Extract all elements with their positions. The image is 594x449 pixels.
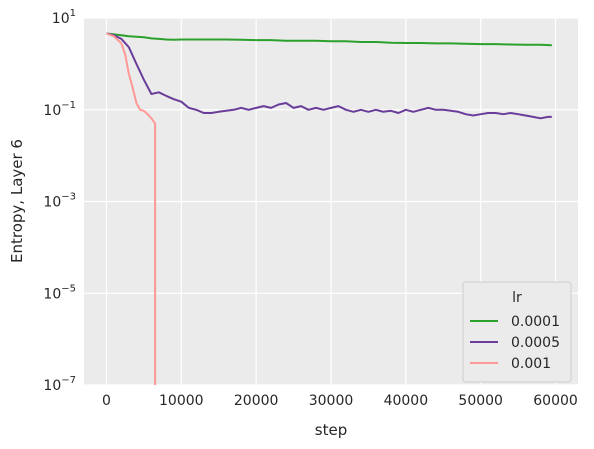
legend-label-2: 0.001 <box>511 356 551 372</box>
y-tick-label: 10−1 <box>43 100 76 119</box>
x-tick-label: 40000 <box>384 393 429 409</box>
x-tick-label: 50000 <box>458 393 503 409</box>
x-tick-label: 30000 <box>309 393 354 409</box>
legend-label-0: 0.0001 <box>511 314 560 330</box>
y-axis-label: Entropy, Layer 6 <box>8 139 26 263</box>
x-tick-label: 10000 <box>159 393 204 409</box>
legend-title: lr <box>512 290 522 306</box>
legend-entries: 0.0001 0.0005 0.001 <box>470 314 560 372</box>
series-layer <box>106 32 552 385</box>
series-line-2 <box>106 32 157 385</box>
x-axis-label: step <box>315 421 347 439</box>
x-tick-label: 0 <box>102 393 111 409</box>
y-tick-label: 10−3 <box>43 192 76 211</box>
legend-box <box>462 281 572 383</box>
series-line-0 <box>106 32 552 47</box>
y-tick-label: 101 <box>52 8 76 27</box>
y-tick-label: 10−5 <box>43 283 76 302</box>
y-tick-labels: 101 10−1 10−3 10−5 10−7 <box>43 8 76 394</box>
legend: lr 0.0001 0.0005 0.001 <box>462 281 572 383</box>
series-line-1 <box>106 32 552 120</box>
legend-label-1: 0.0005 <box>511 335 560 351</box>
x-tick-labels: 0 10000 20000 30000 40000 50000 60000 <box>102 393 578 409</box>
x-tick-label: 20000 <box>234 393 279 409</box>
y-tick-label: 10−7 <box>43 375 76 394</box>
x-tick-label: 60000 <box>533 393 578 409</box>
